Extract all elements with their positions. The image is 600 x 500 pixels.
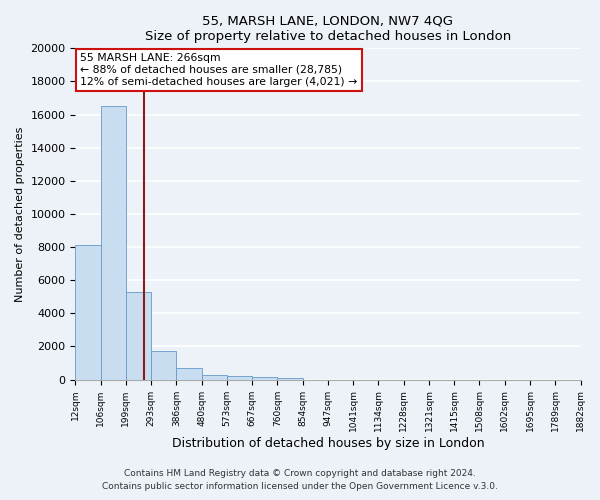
Bar xyxy=(76,246,101,380)
Title: 55, MARSH LANE, LONDON, NW7 4QG
Size of property relative to detached houses in : 55, MARSH LANE, LONDON, NW7 4QG Size of … xyxy=(145,15,511,43)
X-axis label: Distribution of detached houses by size in London: Distribution of detached houses by size … xyxy=(172,437,484,450)
Text: 55 MARSH LANE: 266sqm
← 88% of detached houses are smaller (28,785)
12% of semi-: 55 MARSH LANE: 266sqm ← 88% of detached … xyxy=(80,54,358,86)
Bar xyxy=(126,292,151,380)
Bar xyxy=(202,375,227,380)
Bar xyxy=(176,368,202,380)
Bar xyxy=(252,378,277,380)
Y-axis label: Number of detached properties: Number of detached properties xyxy=(15,126,25,302)
Bar xyxy=(101,106,126,380)
Bar xyxy=(151,350,176,380)
Text: Contains HM Land Registry data © Crown copyright and database right 2024.
Contai: Contains HM Land Registry data © Crown c… xyxy=(102,470,498,491)
Bar xyxy=(227,376,252,380)
Bar xyxy=(277,378,302,380)
